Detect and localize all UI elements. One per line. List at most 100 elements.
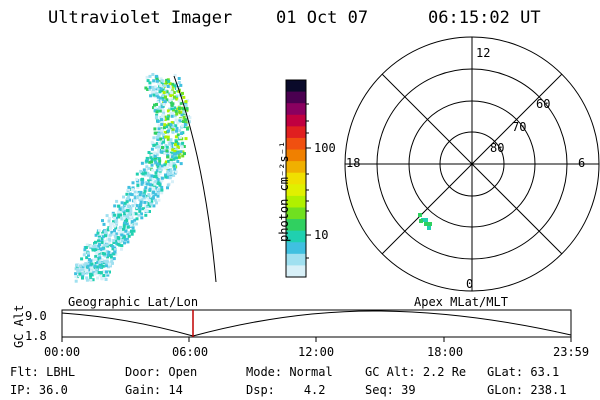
- emission-pixel: [152, 186, 156, 190]
- lat-label-80: 80: [490, 141, 505, 155]
- emission-pixel: [123, 221, 127, 225]
- emission-pixel: [169, 169, 173, 173]
- emission-pixel: [157, 141, 161, 145]
- emission-pixel: [93, 272, 97, 276]
- emission-pixel: [113, 224, 116, 228]
- emission-pixel: [164, 175, 168, 179]
- emission-pixel: [146, 171, 150, 175]
- colorbar-swatch: [286, 265, 306, 278]
- emission-pixel: [182, 145, 186, 148]
- emission-pixel: [96, 257, 100, 261]
- emission-pixel: [120, 231, 124, 235]
- emission-pixel: [167, 140, 171, 144]
- colorbar-swatch: [286, 172, 306, 185]
- emission-pixel: [167, 129, 170, 133]
- emission-pixel: [182, 115, 186, 119]
- emission-pixel: [95, 251, 99, 254]
- emission-pixel: [166, 78, 170, 82]
- emission-pixel: [157, 145, 161, 149]
- emission-pixel: [151, 196, 155, 200]
- emission-pixel: [129, 215, 133, 219]
- emission-pixel: [160, 176, 164, 180]
- emission-pixel: [122, 216, 126, 220]
- emission-pixel: [158, 159, 162, 163]
- emission-pixel: [155, 153, 159, 157]
- colorbar-swatch: [286, 126, 306, 139]
- emission-pixel: [143, 205, 147, 209]
- emission-pixel: [126, 209, 130, 213]
- emission-pixel: [117, 204, 121, 208]
- emission-pixel: [138, 198, 142, 202]
- emission-pixel: [175, 126, 179, 130]
- emission-pixel: [156, 194, 160, 198]
- emission-pixel: [146, 205, 149, 208]
- emission-pixel: [171, 130, 175, 134]
- emission-pixel: [158, 96, 162, 100]
- emission-pixel: [184, 137, 188, 141]
- emission-pixel: [147, 166, 151, 170]
- emission-pixel: [163, 163, 167, 167]
- mlt-label-12: 12: [476, 46, 491, 60]
- emission-pixel: [113, 229, 116, 232]
- emission-pixel: [153, 159, 157, 162]
- emission-pixel: [142, 196, 146, 200]
- emission-pixel: [153, 85, 157, 89]
- emission-pixel: [78, 272, 82, 276]
- emission-pixel: [171, 82, 175, 86]
- emission-pixel: [148, 85, 152, 89]
- emission-pixel: [146, 201, 150, 205]
- emission-pixel: [152, 87, 155, 91]
- emission-pixel: [124, 237, 127, 241]
- emission-pixel: [161, 116, 165, 120]
- status-gc-alt: GC Alt: 2.2 Re: [365, 365, 467, 379]
- emission-pixel: [170, 114, 174, 118]
- emission-pixel: [127, 234, 131, 238]
- emission-pixel: [107, 241, 111, 245]
- emission-pixel: [107, 250, 111, 254]
- emission-pixel: [150, 90, 154, 94]
- emission-pixel: [108, 233, 112, 237]
- emission-pixel: [120, 201, 124, 205]
- emission-pixel: [130, 232, 134, 236]
- emission-pixel: [122, 227, 125, 231]
- emission-pixel: [173, 73, 177, 77]
- emission-pixel: [163, 166, 167, 170]
- emission-pixel: [153, 109, 157, 113]
- emission-pixel: [157, 173, 161, 177]
- emission-pixel: [118, 210, 122, 214]
- lat-label-60: 60: [536, 97, 551, 111]
- emission-pixel: [166, 85, 170, 88]
- emission-pixel: [160, 122, 164, 126]
- emission-pixel: [168, 142, 172, 146]
- emission-pixel: [160, 105, 164, 109]
- emission-pixel: [84, 246, 88, 249]
- emission-pixel: [151, 73, 155, 76]
- emission-pixel: [150, 163, 154, 167]
- emission-pixel: [161, 98, 165, 102]
- emission-pixel: [133, 190, 137, 194]
- emission-pixel: [82, 272, 85, 276]
- emission-pixel: [100, 241, 104, 244]
- emission-pixel: [156, 87, 160, 91]
- emission-pixel: [89, 278, 93, 282]
- emission-pixel: [107, 237, 111, 241]
- emission-pixel: [112, 233, 116, 236]
- emission-pixel: [94, 257, 98, 261]
- emission-pixel: [177, 155, 181, 159]
- emission-pixel: [130, 193, 134, 197]
- emission-pixel: [114, 236, 118, 240]
- emission-pixel: [177, 107, 181, 110]
- emission-pixel: [161, 94, 165, 97]
- emission-pixel: [131, 181, 135, 185]
- emission-pixel: [166, 170, 170, 174]
- lat-label-70: 70: [512, 120, 527, 134]
- emission-pixel: [173, 152, 177, 156]
- emission-pixel: [150, 154, 154, 157]
- emission-pixel: [97, 229, 101, 233]
- x-tick-2359: 23:59: [553, 345, 590, 359]
- emission-pixel: [108, 270, 111, 274]
- emission-pixel: [114, 216, 118, 220]
- emission-pixel: [99, 248, 103, 252]
- emission-pixel: [135, 172, 139, 176]
- emission-pixel: [157, 81, 161, 85]
